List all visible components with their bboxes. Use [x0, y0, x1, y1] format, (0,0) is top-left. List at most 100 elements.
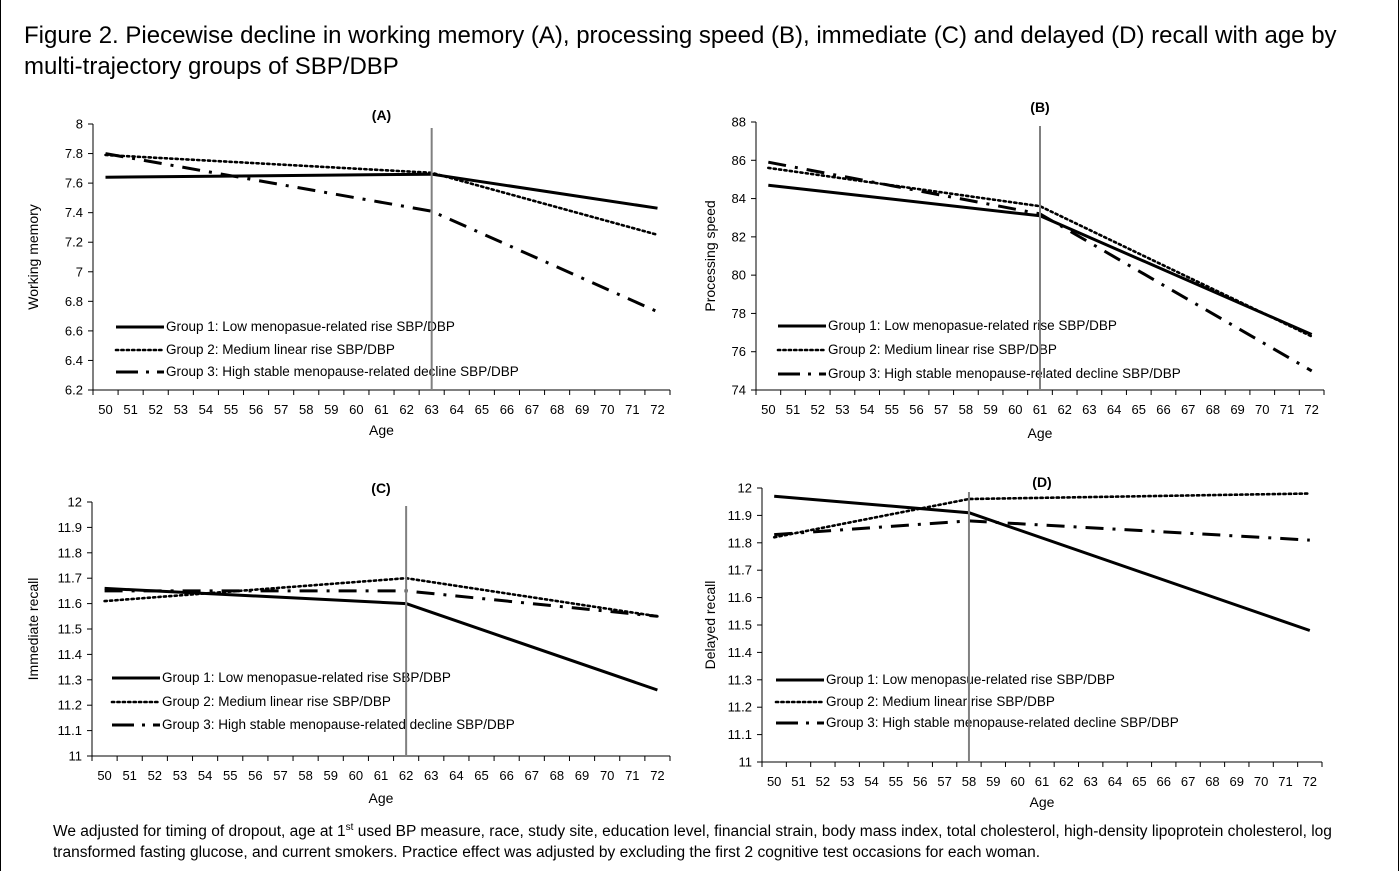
- x-tick-label: 61: [374, 768, 388, 783]
- y-tick-label: 8: [76, 117, 83, 132]
- x-tick-label: 54: [860, 402, 874, 417]
- x-tick-label: 56: [909, 402, 923, 417]
- legend-label-group-3-b: Group 3: High stable menopause-related d…: [828, 366, 1181, 381]
- legend-label-group-3-d: Group 3: High stable menopause-related d…: [826, 715, 1179, 730]
- x-tick-label: 62: [1059, 774, 1073, 789]
- y-tick-label: 11: [739, 755, 753, 770]
- x-tick-label: 50: [767, 774, 781, 789]
- legend-label-group-2-b: Group 2: Medium linear rise SBP/DBP: [828, 342, 1057, 357]
- y-tick-label: 80: [732, 268, 746, 283]
- y-tick-label: 11.7: [58, 571, 82, 586]
- legend-label-group-3-a: Group 3: High stable menopause-related d…: [166, 364, 519, 379]
- series-line-group-2-d: [772, 492, 1312, 539]
- x-tick-label: 51: [786, 402, 800, 417]
- x-tick-label: 62: [399, 402, 413, 417]
- x-tick-label: 69: [1230, 774, 1244, 789]
- x-tick-label: 60: [349, 402, 363, 417]
- x-tick-label: 59: [324, 768, 338, 783]
- y-tick-label: 11.1: [728, 727, 752, 742]
- x-tick-label: 71: [625, 402, 639, 417]
- x-tick-label: 66: [1157, 774, 1171, 789]
- x-tick-label: 53: [835, 402, 849, 417]
- y-tick-label: 78: [732, 306, 746, 321]
- x-tick-label: 64: [1107, 402, 1121, 417]
- x-tick-label: 59: [324, 402, 338, 417]
- x-tick-label: 66: [500, 402, 514, 417]
- legend-label-group-2-c: Group 2: Medium linear rise SBP/DBP: [162, 694, 391, 709]
- series-line-group-3-a: [105, 152, 659, 314]
- x-tick-label: 56: [913, 774, 927, 789]
- x-tick-label: 72: [650, 768, 664, 783]
- y-tick-label: 6.2: [65, 383, 83, 398]
- x-tick-label: 66: [499, 768, 513, 783]
- x-tick-label: 63: [1083, 774, 1097, 789]
- y-tick-label: 84: [732, 191, 746, 206]
- y-tick-label: 11.6: [58, 596, 82, 611]
- y-tick-label: 11.8: [728, 535, 752, 550]
- y-tick-label: 88: [732, 115, 746, 130]
- y-tick-label: 12: [738, 481, 752, 496]
- y-tick-label: 82: [732, 229, 746, 244]
- legend-label-group-1-c: Group 1: Low menopasue-related rise SBP/…: [162, 670, 451, 685]
- legend-label-group-3-c: Group 3: High stable menopause-related d…: [162, 717, 515, 732]
- x-tick-label: 51: [122, 768, 136, 783]
- x-tick-label: 58: [959, 402, 973, 417]
- x-tick-label: 72: [1304, 402, 1318, 417]
- x-tick-label: 70: [1255, 402, 1269, 417]
- x-tick-label: 52: [811, 402, 825, 417]
- x-tick-label: 64: [449, 768, 463, 783]
- series-line-group-1-d: [774, 494, 1311, 632]
- chart-panel-c: (C) 12 11.9 11.8 11.7 11.6 11.5 11.4 11.3 11.2 11.…: [25, 480, 671, 806]
- x-tick-label: 53: [840, 774, 854, 789]
- y-tick-label: 11.7: [728, 563, 752, 578]
- x-tick-label: 52: [148, 768, 162, 783]
- x-tick-label: 60: [349, 768, 363, 783]
- x-tick-label: 55: [889, 774, 903, 789]
- chart-panel-a: (A) 8 7.8 7.6 7.4 7.2 7 6.8 6.6 6.4 6.2 50 51 52 53 54 5…: [25, 107, 671, 438]
- x-tick-label: 50: [98, 402, 112, 417]
- y-tick-label: 12: [68, 495, 82, 510]
- x-tick-label: 61: [374, 402, 388, 417]
- y-tick-label: 11.5: [58, 622, 82, 637]
- x-tick-label: 51: [123, 402, 137, 417]
- x-tick-label: 50: [97, 768, 111, 783]
- x-tick-label: 61: [1035, 774, 1049, 789]
- x-tick-label: 66: [1156, 402, 1170, 417]
- x-tick-label: 68: [550, 768, 564, 783]
- x-tick-label: 56: [248, 768, 262, 783]
- legend-label-group-1-b: Group 1: Low menopasue-related rise SBP/…: [828, 318, 1117, 333]
- x-tick-label: 61: [1033, 402, 1047, 417]
- y-tick-label: 7.2: [65, 235, 83, 250]
- x-tick-label: 67: [1181, 774, 1195, 789]
- y-tick-label: 11.5: [728, 618, 752, 633]
- y-tick-label: 11.9: [58, 520, 82, 535]
- y-tick-label: 7.6: [65, 176, 83, 191]
- x-tick-label: 60: [1008, 402, 1022, 417]
- x-tick-label: 58: [298, 768, 312, 783]
- y-tick-label: 11.3: [728, 672, 752, 687]
- y-tick-label: 6.4: [65, 353, 83, 368]
- x-tick-label: 54: [199, 402, 213, 417]
- panel-title-d: (D): [1032, 474, 1051, 490]
- x-tick-label: 68: [550, 402, 564, 417]
- y-tick-label: 11.4: [728, 645, 752, 660]
- figure-title: Figure 2. Piecewise decline in working m…: [24, 22, 1337, 80]
- panel-title-c: (C): [371, 480, 390, 496]
- series-line-group-2-c: [103, 576, 659, 618]
- x-tick-label: 60: [1010, 774, 1024, 789]
- x-tick-label: 65: [475, 402, 489, 417]
- x-tick-label: 55: [224, 402, 238, 417]
- x-tick-label: 59: [986, 774, 1000, 789]
- legend-label-group-2-d: Group 2: Medium linear rise SBP/DBP: [826, 694, 1055, 709]
- x-tick-label: 64: [1108, 774, 1122, 789]
- x-tick-label: 55: [223, 768, 237, 783]
- x-tick-label: 70: [600, 768, 614, 783]
- x-tick-label: 57: [937, 774, 951, 789]
- y-tick-label: 11.2: [58, 698, 82, 713]
- y-tick-label: 6.6: [65, 323, 83, 338]
- panel-title-a: (A): [372, 107, 391, 123]
- x-tick-label: 52: [148, 402, 162, 417]
- x-tick-label: 52: [816, 774, 830, 789]
- x-tick-label: 65: [474, 768, 488, 783]
- x-axis-label-a: Age: [369, 422, 394, 438]
